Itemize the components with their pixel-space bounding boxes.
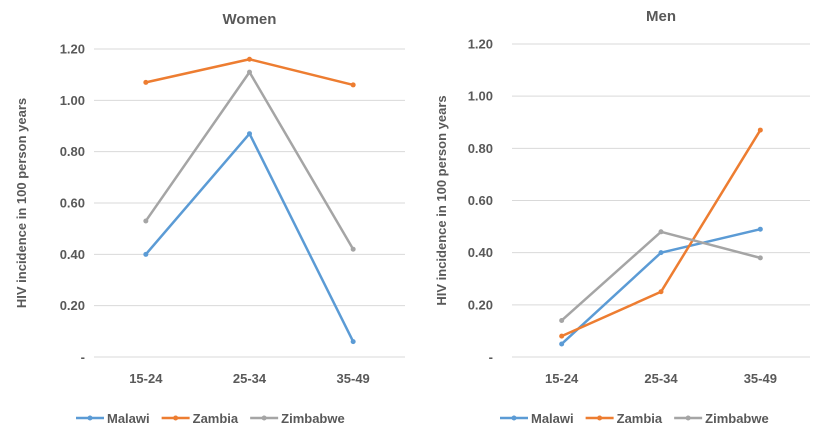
- y-axis-label: HIV incidence in 100 person years: [14, 98, 29, 308]
- legend-label: Zimbabwe: [705, 411, 769, 426]
- data-point-malawi: [143, 251, 149, 257]
- y-tick-label: 1.20: [468, 37, 493, 52]
- legend-item-zimbabwe: Zimbabwe: [250, 411, 345, 426]
- y-tick-label: 1.00: [60, 93, 85, 108]
- y-tick-label: 1.00: [468, 89, 493, 104]
- y-tick-label: 0.40: [468, 245, 493, 260]
- y-tick-label: 0.80: [60, 144, 85, 159]
- y-tick-label: 0.20: [468, 297, 493, 312]
- series-line-zimbabwe: [144, 70, 355, 250]
- x-tick-label: 25-34: [644, 371, 678, 386]
- series-line-malawi: [144, 132, 355, 343]
- series-line-zimbabwe: [560, 230, 761, 322]
- chart-title: Men: [646, 8, 676, 25]
- data-point-zambia: [143, 79, 149, 85]
- legend-swatch-marker: [261, 415, 267, 421]
- legend-label: Malawi: [107, 411, 150, 426]
- legend-item-zambia: Zambia: [585, 411, 663, 426]
- x-tick-label: 35-49: [744, 371, 777, 386]
- x-tick-label: 35-49: [337, 371, 370, 386]
- data-point-zambia: [757, 127, 763, 133]
- legend-swatch-marker: [511, 415, 517, 421]
- chart-panel-women: Women HIV incidence in 100 person years - 0…: [14, 11, 405, 426]
- y-tick-label: 0.20: [60, 298, 85, 313]
- x-tick-label: 15-24: [129, 371, 163, 386]
- legend-swatch-marker: [597, 415, 603, 421]
- data-point-malawi: [757, 226, 763, 232]
- series-line-malawi: [560, 227, 761, 345]
- legend-item-malawi: Malawi: [500, 411, 574, 426]
- data-point-malawi: [559, 341, 565, 347]
- y-tick-label: 0.60: [60, 196, 85, 211]
- x-tick-label: 25-34: [233, 371, 267, 386]
- data-point-malawi: [247, 131, 252, 137]
- x-tick-label: 15-24: [545, 371, 579, 386]
- data-point-malawi: [350, 339, 356, 345]
- legend-item-malawi: Malawi: [76, 411, 150, 426]
- y-tick-label: 0.40: [60, 247, 85, 262]
- legend-label: Zimbabwe: [281, 411, 345, 426]
- data-point-zambia: [247, 56, 252, 62]
- data-point-zimbabwe: [559, 317, 565, 323]
- legend-label: Zambia: [617, 411, 663, 426]
- data-point-zimbabwe: [247, 69, 252, 75]
- legend-label: Malawi: [531, 411, 574, 426]
- legend-swatch-marker: [173, 415, 179, 421]
- y-tick-label: -: [81, 350, 85, 365]
- y-tick-label: 1.20: [60, 42, 85, 57]
- legend-swatch-marker: [685, 415, 691, 421]
- legend-item-zambia: Zambia: [161, 411, 239, 426]
- data-point-malawi: [658, 250, 664, 256]
- data-point-zambia: [658, 289, 664, 295]
- y-axis-label: HIV incidence in 100 person years: [434, 95, 449, 305]
- legend-item-zimbabwe: Zimbabwe: [674, 411, 769, 426]
- data-point-zimbabwe: [350, 246, 356, 252]
- data-point-zambia: [350, 82, 356, 88]
- data-point-zimbabwe: [757, 255, 763, 261]
- data-point-zambia: [559, 333, 565, 339]
- data-point-zimbabwe: [658, 229, 664, 235]
- legend-swatch-marker: [87, 415, 93, 421]
- y-tick-label: -: [489, 350, 493, 365]
- chart-panel-men: Men HIV incidence in 100 person years - 0.2…: [434, 8, 810, 426]
- legend-label: Zambia: [193, 411, 239, 426]
- y-tick-label: 0.60: [468, 193, 493, 208]
- y-tick-label: 0.80: [468, 141, 493, 156]
- data-point-zimbabwe: [143, 218, 149, 224]
- chart-title: Women: [223, 11, 277, 28]
